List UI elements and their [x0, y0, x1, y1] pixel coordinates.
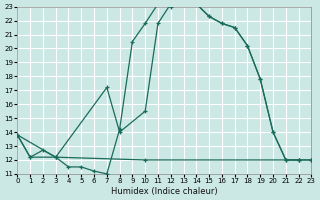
X-axis label: Humidex (Indice chaleur): Humidex (Indice chaleur) — [111, 187, 218, 196]
